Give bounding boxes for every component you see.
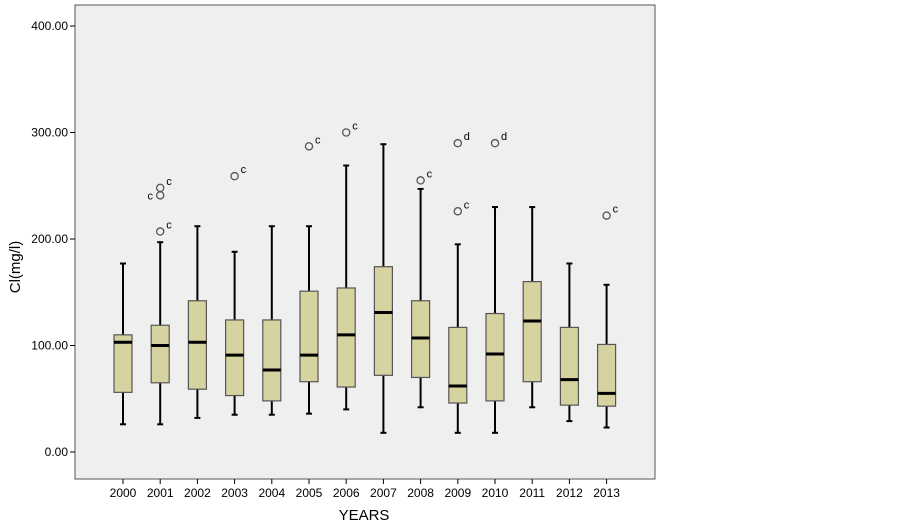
x-tick-label: 2009 xyxy=(444,486,471,500)
x-tick-label: 2008 xyxy=(407,486,434,500)
box-iqr xyxy=(187,300,207,390)
outlier-label: c xyxy=(166,176,172,188)
outlier-point xyxy=(230,171,239,181)
x-tick-label: 2005 xyxy=(296,486,323,500)
plot-area xyxy=(74,4,656,480)
box-2005: c xyxy=(299,134,321,415)
x-tick-label: 2010 xyxy=(482,486,509,500)
box-iqr xyxy=(262,319,282,402)
box-2011 xyxy=(522,206,542,409)
outlier-label: c xyxy=(241,164,247,176)
outlier-point xyxy=(155,191,165,200)
outlier-point xyxy=(304,142,314,151)
y-axis-label: Cl(mg/l) xyxy=(7,241,24,294)
outlier-label: c xyxy=(147,190,153,202)
box-2002 xyxy=(187,225,207,419)
x-tick-label: 2000 xyxy=(110,486,137,500)
x-tick-label: 2011 xyxy=(519,486,545,500)
box-2001: c c c xyxy=(147,176,172,426)
box-2006: c xyxy=(336,121,358,411)
outlier-label: c xyxy=(166,220,172,232)
box-iqr xyxy=(559,326,580,406)
x-tick-label: 2007 xyxy=(370,486,397,500)
box-2013: c xyxy=(596,204,619,429)
box-iqr xyxy=(225,319,245,397)
x-tick-label: 2003 xyxy=(221,486,248,500)
outlier-point xyxy=(416,176,425,185)
outlier-point xyxy=(453,138,463,148)
y-tick-label: 300.00 xyxy=(31,126,68,140)
box-iqr xyxy=(596,343,617,407)
outlier-point xyxy=(602,211,611,220)
x-tick-label: 2006 xyxy=(333,486,360,500)
box-2004 xyxy=(262,225,282,416)
outlier-label: d xyxy=(464,131,470,143)
x-axis: 2000 2001 2002 2003 2004 2005 2006 2007 2008 2009… xyxy=(110,479,620,500)
box-iqr xyxy=(485,312,505,402)
box-2003: c xyxy=(225,164,247,416)
box-iqr xyxy=(113,334,133,393)
box-iqr xyxy=(299,290,319,383)
y-axis: 0.00 100.00 200.00 300.00 400.00 xyxy=(31,19,75,459)
x-tick-label: 2004 xyxy=(258,486,285,500)
outlier-label: c xyxy=(613,204,619,216)
outlier-label: c xyxy=(315,134,321,146)
box-iqr xyxy=(150,324,170,384)
box-2009: dc xyxy=(448,131,470,434)
y-tick-label: 400.00 xyxy=(31,19,68,33)
box-2000 xyxy=(113,262,133,426)
box-iqr xyxy=(336,287,356,388)
x-axis-label: YEARS xyxy=(339,507,390,522)
box-2010: d xyxy=(485,131,507,434)
y-tick-label: 0.00 xyxy=(45,445,69,459)
outlier-label: d xyxy=(501,131,507,143)
outlier-point xyxy=(453,207,463,216)
box-iqr xyxy=(522,281,542,383)
y-tick-label: 200.00 xyxy=(31,232,68,246)
outlier-label: c xyxy=(464,199,470,211)
x-tick-label: 2002 xyxy=(184,486,211,500)
box-2012 xyxy=(559,262,580,423)
box-iqr xyxy=(448,326,468,404)
outlier-label: c xyxy=(427,168,433,180)
x-tick-label: 2001 xyxy=(147,486,174,500)
box-2007 xyxy=(373,143,393,434)
outlier-point xyxy=(341,128,351,137)
box-iqr xyxy=(373,266,393,376)
outlier-point xyxy=(155,227,165,236)
x-tick-label: 2012 xyxy=(556,486,583,500)
box-2008: c xyxy=(411,168,433,409)
outlier-label: c xyxy=(352,121,358,133)
y-tick-label: 100.00 xyxy=(31,339,68,353)
outlier-point xyxy=(490,138,500,148)
x-tick-label: 2013 xyxy=(593,486,620,500)
